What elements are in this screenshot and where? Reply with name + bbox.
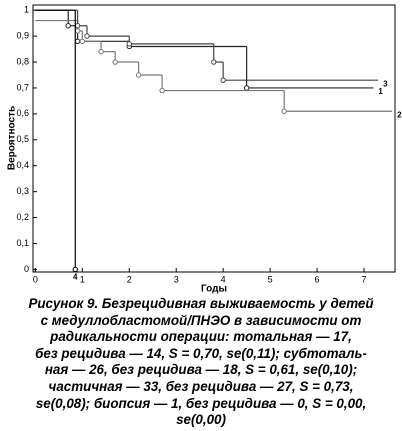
y-tick-label: 1 — [24, 5, 29, 15]
event-marker — [84, 33, 90, 39]
event-marker — [220, 77, 226, 83]
caption-line: se(0,08); биопсия — 1, без рецидива — 0,… — [35, 395, 367, 411]
event-marker — [135, 72, 142, 78]
y-axis-label: Вероятность — [7, 106, 18, 170]
series-label: 2 — [397, 110, 402, 119]
y-tick-label: 0,6 — [16, 108, 29, 118]
x-tick-label: 3 — [174, 274, 179, 284]
y-tick-label: 0,4 — [16, 160, 29, 170]
y-tick-label: 0,3 — [16, 186, 29, 196]
y-tick-label: 0,5 — [16, 134, 29, 144]
event-marker — [65, 23, 71, 29]
event-marker — [98, 48, 104, 55]
y-tick-label: 0,8 — [16, 56, 29, 66]
y-tick-label: 0,9 — [16, 30, 29, 40]
caption-line: радикальности операции: тотальная — 17, — [50, 329, 352, 345]
x-tick-label: 4 — [221, 274, 226, 284]
event-marker — [74, 38, 81, 44]
series-label: 3 — [383, 79, 388, 88]
event-marker — [243, 85, 250, 91]
x-tick-label: 1 — [80, 274, 85, 284]
series-label: 4 — [73, 273, 78, 282]
event-marker — [74, 28, 81, 34]
chart: Вероятность Годы 0 0,1 0,2 0,3 0,4 0,5 0,6 0,7 0… — [7, 4, 402, 295]
caption: Рисунок 9. Безрецидивная выживаемость у … — [0, 296, 402, 429]
series-label: 1 — [378, 87, 383, 96]
caption-line: без рецидива — 14, S = 0,70, se(0,11); с… — [35, 345, 367, 361]
caption-line: ная — 26, без рецидива — 18, S = 0,61, s… — [44, 362, 358, 378]
x-tick-label: 6 — [315, 274, 320, 284]
x-tick-label: 0 — [33, 274, 38, 284]
caption-line: Рисунок 9. Безрецидивная выживаемость у … — [28, 296, 374, 311]
x-axis-label: Годы — [201, 284, 227, 295]
y-tick-label: 0 — [24, 264, 29, 274]
event-marker — [72, 266, 78, 273]
event-marker — [126, 41, 132, 47]
caption-line: частичная — 33, без рецидива — 27, S = 0… — [48, 378, 354, 394]
y-tick-label: 0,2 — [16, 212, 29, 222]
caption-line: se(0,00) — [176, 412, 226, 428]
plot-frame — [32, 4, 396, 273]
y-tick-label: 0,7 — [16, 82, 29, 92]
event-marker — [74, 23, 81, 29]
y-tick-label: 0,1 — [16, 238, 29, 248]
x-tick-label: 2 — [127, 274, 132, 284]
caption-line: с медуллобластомой/ПНЭО в зависимости от — [40, 312, 362, 328]
event-marker — [112, 59, 118, 65]
event-marker — [159, 87, 165, 94]
x-tick-label: 7 — [362, 274, 367, 284]
event-marker — [211, 59, 217, 65]
x-tick-label: 5 — [268, 274, 273, 284]
event-marker — [281, 108, 287, 114]
event-marker — [79, 38, 85, 44]
